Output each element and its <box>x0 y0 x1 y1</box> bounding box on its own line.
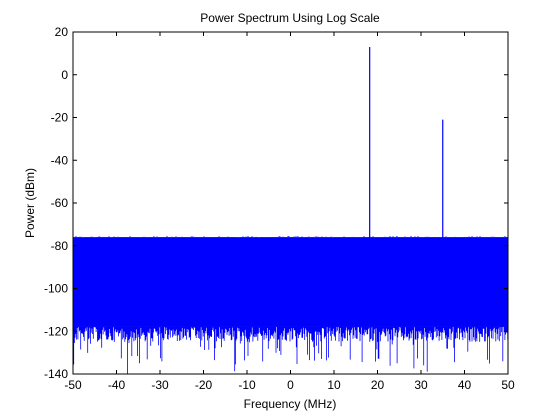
x-tick-label: -20 <box>195 378 213 392</box>
x-tick-label: 40 <box>458 378 472 392</box>
x-tick-label: 20 <box>371 378 385 392</box>
x-tick-label: 30 <box>414 378 428 392</box>
y-axis: 20 0 -20 -40 -60 -80 -100 -120 -140 <box>44 25 508 381</box>
x-axis-label: Frequency (MHz) <box>244 397 337 411</box>
y-tick-label: -140 <box>44 367 68 381</box>
plot-area <box>72 46 509 374</box>
x-tick-label: -30 <box>151 378 169 392</box>
y-tick-label: -40 <box>51 153 69 167</box>
x-tick-label: -50 <box>64 378 82 392</box>
y-tick-label: 20 <box>55 25 69 39</box>
x-tick-label: -40 <box>108 378 126 392</box>
x-axis: -50 -40 -30 -20 -10 0 10 20 30 40 50 <box>64 32 515 392</box>
y-tick-label: -60 <box>51 196 69 210</box>
chart-title: Power Spectrum Using Log Scale <box>200 11 380 25</box>
y-tick-label: -100 <box>44 282 68 296</box>
y-tick-label: -20 <box>51 111 69 125</box>
y-tick-label: 0 <box>61 68 68 82</box>
y-tick-label: -80 <box>51 239 69 253</box>
y-tick-label: -120 <box>44 324 68 338</box>
noise-floor-band <box>73 237 508 327</box>
x-tick-label: 0 <box>287 378 294 392</box>
y-axis-label: Power (dBm) <box>23 168 37 238</box>
x-tick-label: -10 <box>238 378 256 392</box>
x-tick-label: 10 <box>327 378 341 392</box>
x-tick-label: 50 <box>501 378 515 392</box>
